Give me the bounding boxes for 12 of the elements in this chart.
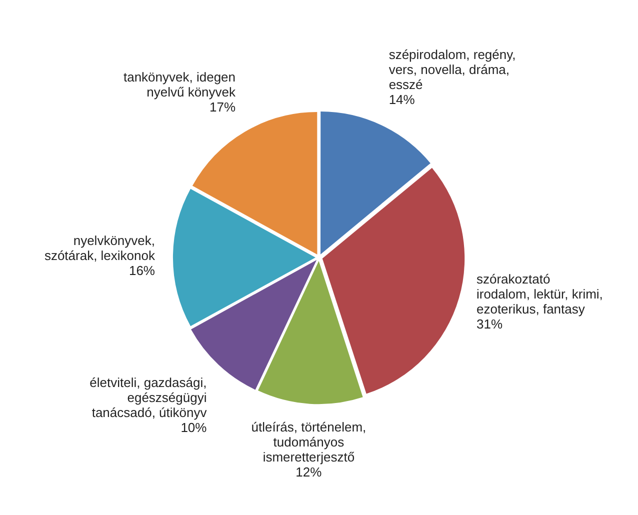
slice-label: útleírás, történelem, tudományos ismeretterjesztő [251,419,366,464]
slice-label: szépirodalom, regény, vers, novella, dráma, esszé [388,47,516,92]
data-label: 12% [296,464,322,480]
data-label: 14% [388,92,416,108]
data-label: 17% [209,99,236,114]
slice-label: nyelvkönyvek, szótárak, lexikonok [44,233,156,264]
data-label: 31% [476,316,503,332]
data-label: 10% [180,420,208,436]
data-label: 16% [128,263,156,278]
slice-label: életviteli, gazdasági, egészségügyi tanácsadó, útikönyv [90,375,208,420]
slice-label: szórakoztató irodalom, lektür, krimi, ezoterikus, fantasy [476,271,603,316]
slice-label: tankönyvek, idegen nyelvű könyvek [123,69,236,100]
